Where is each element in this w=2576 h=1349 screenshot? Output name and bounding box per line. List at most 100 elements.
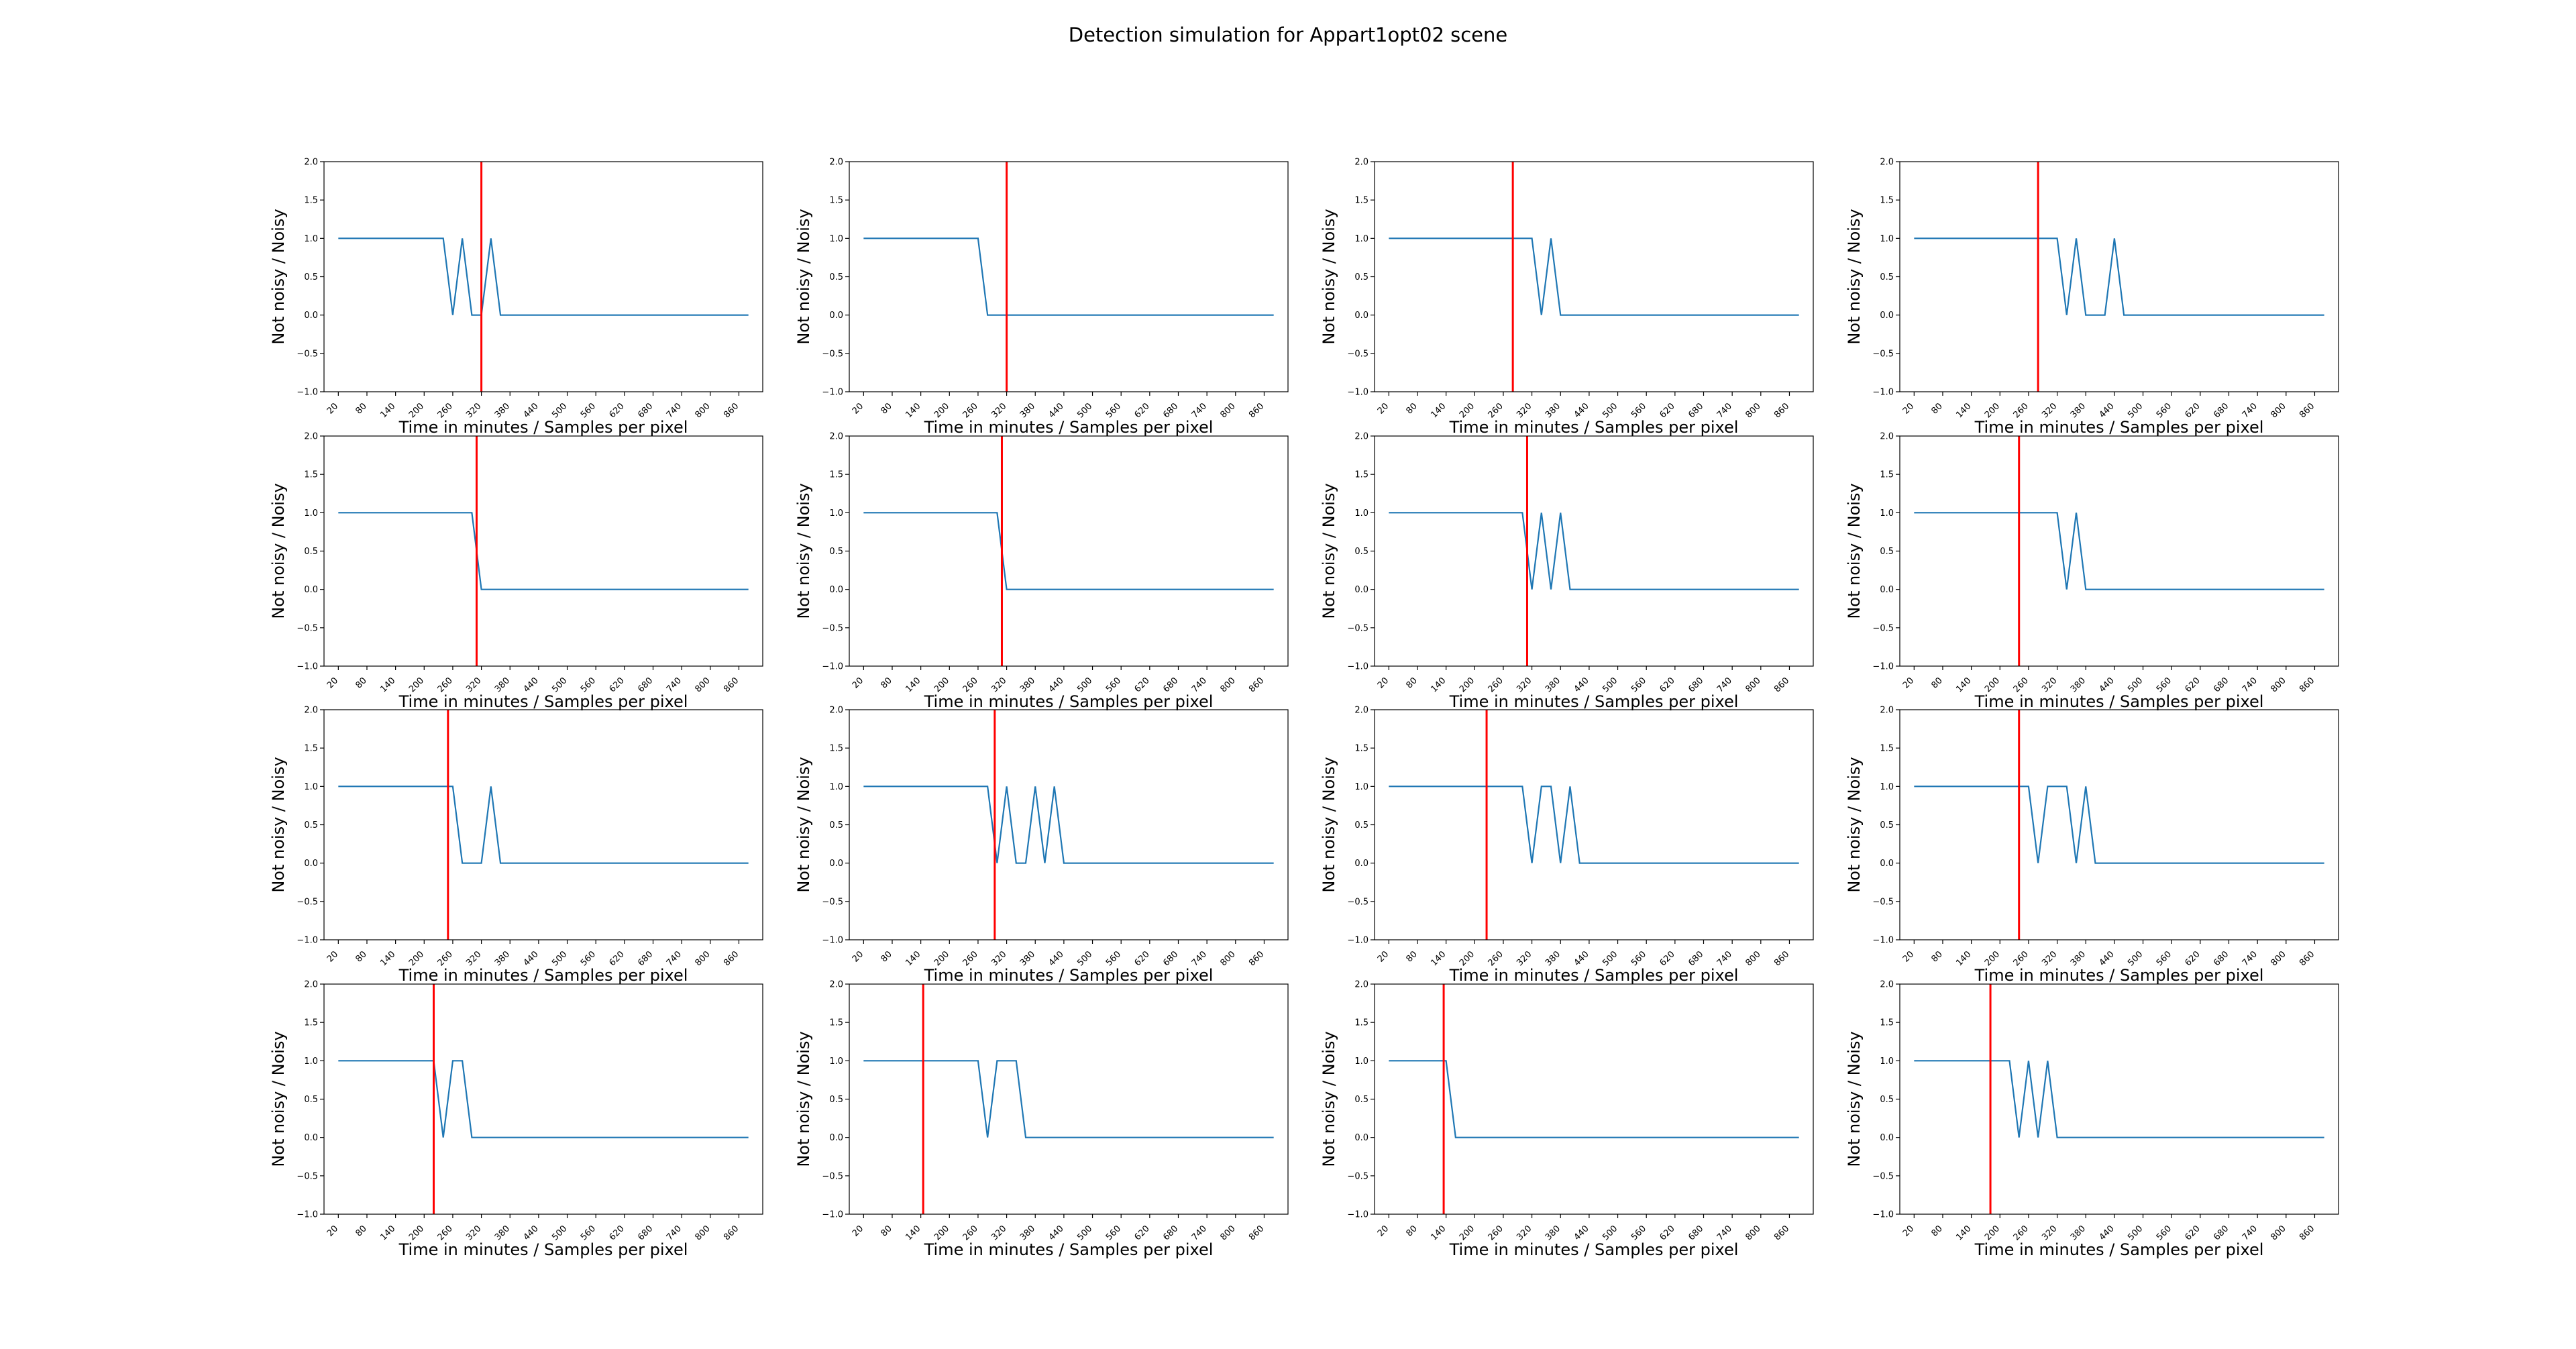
x-tick-label: 800 bbox=[1218, 949, 1237, 968]
y-tick-label: −0.5 bbox=[1872, 349, 1894, 359]
y-tick-label: −1.0 bbox=[1872, 1210, 1894, 1220]
x-tick-label: 80 bbox=[1404, 676, 1419, 690]
x-tick-label: 140 bbox=[378, 949, 397, 968]
x-tick-label: 860 bbox=[2298, 401, 2316, 420]
x-tick-label: 860 bbox=[722, 1224, 741, 1242]
x-axis-label: Time in minutes / Samples per pixel bbox=[924, 966, 1214, 985]
y-tick-label: 1.5 bbox=[1880, 744, 1894, 754]
x-tick-label: 800 bbox=[1743, 401, 1762, 420]
axes-frame bbox=[1899, 161, 2339, 392]
x-axis-label: Time in minutes / Samples per pixel bbox=[1449, 692, 1739, 711]
y-tick-label: −0.5 bbox=[822, 1171, 843, 1181]
subplot-7: −1.0−0.50.00.51.01.52.020 80 140 200 260 320 3… bbox=[1320, 432, 1814, 711]
x-tick-label: 140 bbox=[378, 1224, 397, 1242]
subplot-5: −1.0−0.50.00.51.01.52.020 80 140 200 260 320 3… bbox=[269, 432, 763, 711]
subplot-6: −1.0−0.50.00.51.01.52.020 80 140 200 260 320 3… bbox=[794, 432, 1289, 711]
x-tick-label: 20 bbox=[1376, 949, 1391, 964]
y-tick-label: 1.5 bbox=[1880, 196, 1894, 206]
y-axis-label: Not noisy / Noisy bbox=[1845, 1031, 1864, 1167]
y-axis-label: Not noisy / Noisy bbox=[794, 483, 813, 618]
x-tick-label: 800 bbox=[1743, 1224, 1762, 1242]
y-tick-label: 0.5 bbox=[829, 272, 843, 282]
y-tick-label: 2.0 bbox=[1354, 706, 1368, 716]
x-tick-label: 20 bbox=[325, 676, 340, 690]
x-tick-label: 800 bbox=[1743, 676, 1762, 694]
y-tick-label: 1.5 bbox=[829, 744, 843, 754]
x-tick-label: 80 bbox=[1404, 401, 1419, 416]
y-tick-label: 0.0 bbox=[829, 859, 843, 869]
y-axis-label: Not noisy / Noisy bbox=[1845, 483, 1864, 618]
series-line bbox=[863, 1060, 1274, 1138]
x-axis-label: Time in minutes / Samples per pixel bbox=[1974, 966, 2264, 985]
x-tick-label: 800 bbox=[693, 1224, 712, 1242]
y-tick-label: 0.0 bbox=[1880, 311, 1894, 321]
axes-frame bbox=[323, 983, 763, 1215]
x-tick-label: 860 bbox=[1772, 676, 1791, 694]
x-tick-label: 20 bbox=[851, 949, 865, 964]
subplot-9: −1.0−0.50.00.51.01.52.020 80 140 200 260 320 3… bbox=[269, 706, 763, 985]
x-axis-label: Time in minutes / Samples per pixel bbox=[924, 1240, 1214, 1259]
x-tick-label: 20 bbox=[1901, 676, 1916, 690]
x-axis-label: Time in minutes / Samples per pixel bbox=[1449, 966, 1739, 985]
x-tick-label: 140 bbox=[378, 676, 397, 694]
x-tick-label: 800 bbox=[1218, 676, 1237, 694]
subplot-grid: −1.0−0.50.00.51.01.52.020 80 140 200 260 320 3… bbox=[269, 158, 2339, 1259]
axes-frame bbox=[1899, 709, 2339, 940]
y-tick-label: 2.0 bbox=[1354, 432, 1368, 442]
series-line bbox=[338, 237, 749, 316]
y-tick-label: 0.0 bbox=[304, 585, 318, 595]
x-tick-label: 800 bbox=[1743, 949, 1762, 968]
y-tick-label: 0.5 bbox=[1880, 820, 1894, 830]
y-tick-label: −0.5 bbox=[822, 349, 843, 359]
y-tick-label: −1.0 bbox=[297, 1210, 318, 1220]
x-tick-label: 20 bbox=[325, 949, 340, 964]
y-tick-label: 0.5 bbox=[829, 820, 843, 830]
y-tick-label: 1.0 bbox=[1354, 1057, 1368, 1067]
y-tick-label: −1.0 bbox=[1872, 662, 1894, 672]
y-tick-label: 0.0 bbox=[1354, 859, 1368, 869]
x-tick-label: 80 bbox=[1929, 676, 1944, 690]
y-tick-label: 1.0 bbox=[304, 234, 318, 244]
y-tick-label: 0.5 bbox=[304, 1095, 318, 1105]
y-tick-label: −1.0 bbox=[297, 936, 318, 946]
y-tick-label: 2.0 bbox=[829, 980, 843, 990]
axes-frame bbox=[1374, 709, 1814, 940]
y-tick-label: −0.5 bbox=[1347, 623, 1368, 633]
subplot-15: −1.0−0.50.00.51.01.52.020 80 140 200 260 320 3… bbox=[1320, 980, 1814, 1259]
y-tick-label: −0.5 bbox=[297, 623, 318, 633]
axes-frame bbox=[849, 709, 1289, 940]
x-tick-label: 20 bbox=[1901, 949, 1916, 964]
x-tick-label: 800 bbox=[693, 676, 712, 694]
y-tick-label: 2.0 bbox=[829, 158, 843, 168]
y-tick-label: 1.0 bbox=[829, 234, 843, 244]
y-axis-label: Not noisy / Noisy bbox=[269, 1031, 288, 1167]
x-tick-label: 860 bbox=[722, 676, 741, 694]
x-tick-label: 860 bbox=[722, 401, 741, 420]
y-tick-label: 1.5 bbox=[829, 1018, 843, 1028]
y-tick-label: 2.0 bbox=[304, 432, 318, 442]
subplot-2: −1.0−0.50.00.51.01.52.020 80 140 200 260 320 3… bbox=[794, 158, 1289, 437]
y-tick-label: −1.0 bbox=[822, 1210, 843, 1220]
y-axis-label: Not noisy / Noisy bbox=[1320, 1031, 1338, 1167]
x-axis-label: Time in minutes / Samples per pixel bbox=[398, 1240, 688, 1259]
axes-frame bbox=[1374, 161, 1814, 392]
y-tick-label: −1.0 bbox=[1347, 662, 1368, 672]
x-tick-label: 800 bbox=[2269, 1224, 2288, 1242]
x-axis-label: Time in minutes / Samples per pixel bbox=[924, 692, 1214, 711]
y-axis-label: Not noisy / Noisy bbox=[1320, 209, 1338, 344]
x-tick-label: 140 bbox=[904, 949, 922, 968]
x-tick-label: 860 bbox=[1247, 401, 1266, 420]
x-tick-label: 80 bbox=[354, 1224, 368, 1238]
series-line bbox=[1914, 237, 2324, 316]
y-tick-label: 0.0 bbox=[1354, 585, 1368, 595]
y-tick-label: 2.0 bbox=[1354, 980, 1368, 990]
x-tick-label: 860 bbox=[1247, 676, 1266, 694]
y-tick-label: 1.0 bbox=[1880, 782, 1894, 792]
x-axis-label: Time in minutes / Samples per pixel bbox=[1974, 692, 2264, 711]
x-tick-label: 800 bbox=[1218, 1224, 1237, 1242]
y-tick-label: 0.0 bbox=[1354, 1133, 1368, 1143]
x-tick-label: 80 bbox=[1929, 949, 1944, 964]
x-tick-label: 860 bbox=[2298, 676, 2316, 694]
axes-frame bbox=[1374, 983, 1814, 1215]
y-tick-label: −0.5 bbox=[1347, 897, 1368, 907]
